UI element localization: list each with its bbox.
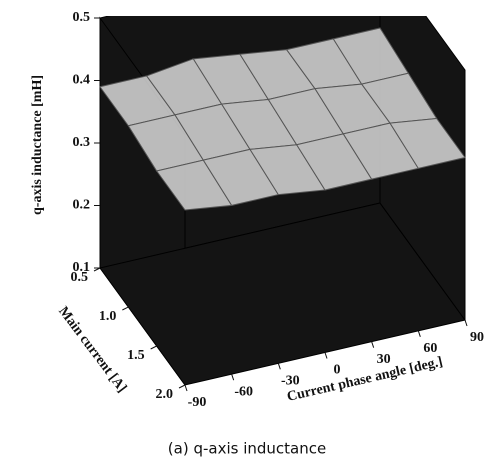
x-tick [231, 374, 235, 381]
x-tick [184, 384, 188, 392]
x-tick-label: 30 [377, 352, 391, 367]
x-tick-label: 0 [334, 363, 341, 378]
x-tick [371, 341, 375, 348]
z-tick-label: 0.2 [73, 198, 91, 213]
x-tick-label: 60 [423, 341, 437, 356]
y-tick-label: 0.5 [71, 270, 89, 285]
x-tick-label: -60 [234, 384, 253, 399]
y-tick [122, 306, 129, 311]
caption: (a) q-axis inductance [168, 440, 326, 458]
x-tick-label: 90 [470, 330, 484, 345]
surface-patch [389, 117, 466, 169]
x-tick [277, 363, 281, 370]
y-tick-label: 1.5 [127, 348, 145, 363]
x-axis-label: Current phase angle [deg.] [286, 355, 444, 405]
x-tick [324, 352, 328, 359]
x-tick-label: -90 [188, 395, 207, 410]
y-tick-label: 1.0 [99, 309, 117, 324]
x-tick [464, 319, 468, 327]
y-tick [150, 345, 157, 350]
x-tick-label: -30 [281, 374, 300, 389]
z-axis-label: q-axis inductance [mH] [30, 75, 45, 215]
y-tick [93, 267, 101, 272]
y-tick-label: 2.0 [156, 387, 174, 402]
z-tick-label: 0.1 [73, 260, 91, 275]
x-tick [417, 330, 421, 337]
z-tick-label: 0.5 [73, 10, 91, 25]
y-axis-label: Main current [A] [55, 304, 129, 395]
y-tick [178, 384, 186, 389]
z-tick-label: 0.3 [73, 135, 91, 150]
z-tick-label: 0.4 [73, 73, 91, 88]
plot-box [99, 16, 466, 387]
